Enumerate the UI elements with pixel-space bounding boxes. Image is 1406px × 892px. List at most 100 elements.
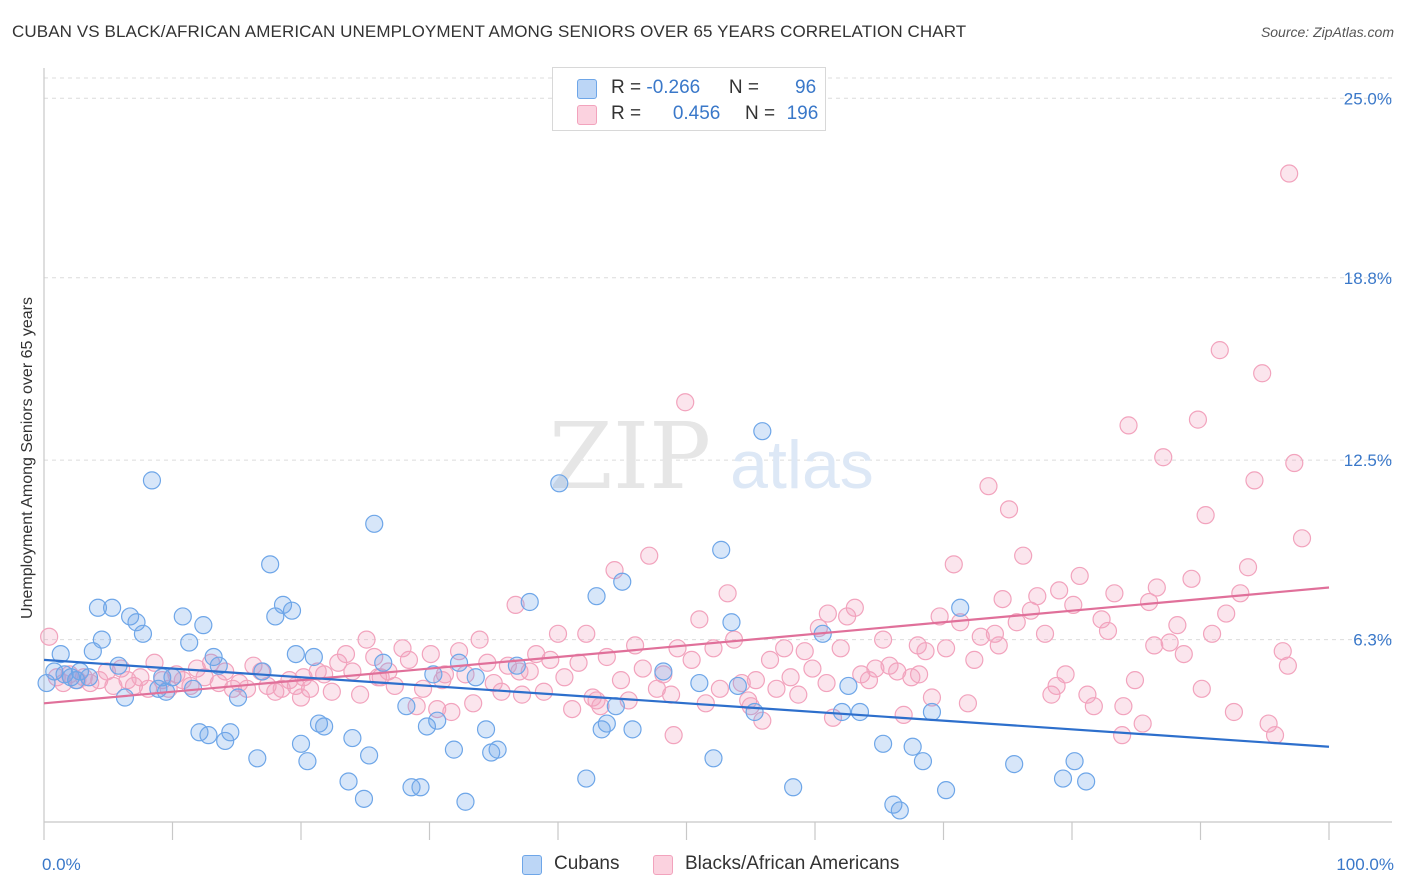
blacks-point — [506, 595, 525, 614]
cubans-point — [753, 422, 772, 441]
blacks-point — [866, 659, 885, 678]
cubans-point — [304, 647, 323, 667]
cubans-point — [339, 772, 358, 791]
cubans-r-label: R = — [611, 77, 647, 98]
blacks-swatch — [577, 105, 597, 125]
cubans-point — [173, 607, 192, 626]
blacks-point — [993, 589, 1012, 609]
blacks-trend-line — [43, 586, 1330, 705]
blacks-point — [1202, 624, 1222, 643]
cubans-point — [520, 592, 539, 612]
cubans-point — [142, 471, 162, 490]
blacks-point — [1105, 584, 1124, 603]
blacks-point — [760, 650, 780, 669]
blacks-point — [1047, 676, 1066, 696]
blacks-point — [1273, 642, 1292, 661]
blacks-point — [831, 639, 850, 658]
cubans-point — [936, 781, 956, 800]
watermark-atlas: atlas — [730, 427, 874, 503]
cubans-point — [456, 792, 475, 811]
cubans-point — [417, 717, 437, 736]
blacks-point — [343, 662, 362, 681]
blacks-point — [845, 598, 864, 617]
blacks-point — [470, 630, 489, 649]
y-tick-label: 6.3% — [1353, 631, 1392, 650]
cubans-point — [428, 711, 447, 730]
cubans-point — [216, 731, 235, 751]
cubans-point — [839, 676, 858, 696]
blacks-point — [1098, 621, 1118, 641]
blacks-point — [985, 624, 1005, 643]
cubans-point — [51, 644, 70, 664]
blacks-point — [351, 685, 370, 704]
cubans-n-label: N = — [728, 77, 765, 98]
blacks-point — [1210, 341, 1229, 360]
cubans-point — [273, 595, 293, 614]
blacks-point — [894, 705, 913, 724]
y-tick-label: 18.8% — [1344, 269, 1392, 288]
blacks-point — [971, 627, 990, 646]
cubans-n-value: 96 — [795, 77, 817, 98]
cubans-point — [951, 598, 970, 617]
cubans-point — [209, 656, 228, 675]
cubans-r-value: -0.266 — [646, 77, 701, 98]
blacks-point — [541, 650, 560, 669]
blacks-point — [965, 650, 984, 669]
cubans-point — [903, 737, 922, 756]
cubans-point — [180, 633, 199, 652]
cubans-point — [613, 572, 632, 591]
cubans-trend-line — [43, 658, 1330, 748]
blacks-point — [555, 668, 574, 687]
blacks-point — [1238, 558, 1258, 577]
cubans-point — [286, 644, 305, 664]
blacks-point — [930, 607, 949, 626]
blacks-point — [1042, 685, 1061, 704]
blacks-point — [999, 500, 1019, 519]
cubans-point — [654, 662, 673, 681]
cubans-point — [550, 474, 569, 493]
blacks-point — [336, 644, 356, 664]
cubans-point — [315, 717, 334, 736]
y-axis-label: Unemployment Among Seniors over 65 years — [19, 297, 36, 619]
blacks-point — [399, 650, 419, 669]
blacks-point — [803, 659, 822, 678]
cubans-point — [890, 801, 909, 820]
blacks-point — [563, 699, 582, 719]
blacks-point — [1265, 726, 1285, 745]
cubans-point — [45, 662, 64, 681]
cubans-point — [449, 653, 469, 672]
blacks-point — [1188, 410, 1208, 429]
blacks-point — [1280, 164, 1299, 183]
cubans-point — [298, 752, 317, 771]
cubans-point — [133, 624, 153, 643]
blacks-n-value: 196 — [786, 103, 819, 124]
cubans-point — [623, 720, 642, 739]
blacks-point — [1182, 569, 1201, 588]
cubans-point — [597, 714, 616, 733]
blacks-point — [633, 659, 652, 678]
blacks-point — [393, 639, 412, 658]
blacks-point — [979, 477, 998, 496]
legend-blacks-label: Blacks/African Americans — [685, 853, 900, 874]
cubans-point — [360, 746, 379, 765]
cubans-point — [728, 676, 748, 696]
blacks-point — [1259, 714, 1278, 733]
blacks-point — [1084, 697, 1103, 716]
legend-cubans-label: Cubans — [554, 853, 620, 874]
blacks-point — [1160, 633, 1179, 652]
blacks-point — [944, 555, 963, 574]
blacks-point — [291, 688, 311, 707]
cubans-point — [874, 734, 893, 753]
cubans-point — [411, 778, 430, 797]
cubans-point — [577, 769, 596, 788]
cubans-point — [587, 587, 606, 606]
cubans-point — [127, 613, 146, 632]
cubans-point — [488, 740, 507, 759]
blacks-point — [1278, 656, 1297, 675]
blacks-point — [1292, 529, 1312, 548]
blacks-point — [1145, 636, 1164, 655]
legend-cubans-swatch — [522, 855, 542, 875]
blacks-point — [569, 653, 588, 672]
cubans-point — [92, 630, 111, 649]
x-tick-label-end: 100.0% — [1336, 855, 1394, 874]
